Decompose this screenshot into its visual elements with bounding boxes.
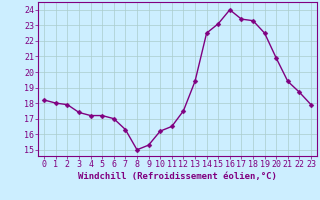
X-axis label: Windchill (Refroidissement éolien,°C): Windchill (Refroidissement éolien,°C): [78, 172, 277, 181]
